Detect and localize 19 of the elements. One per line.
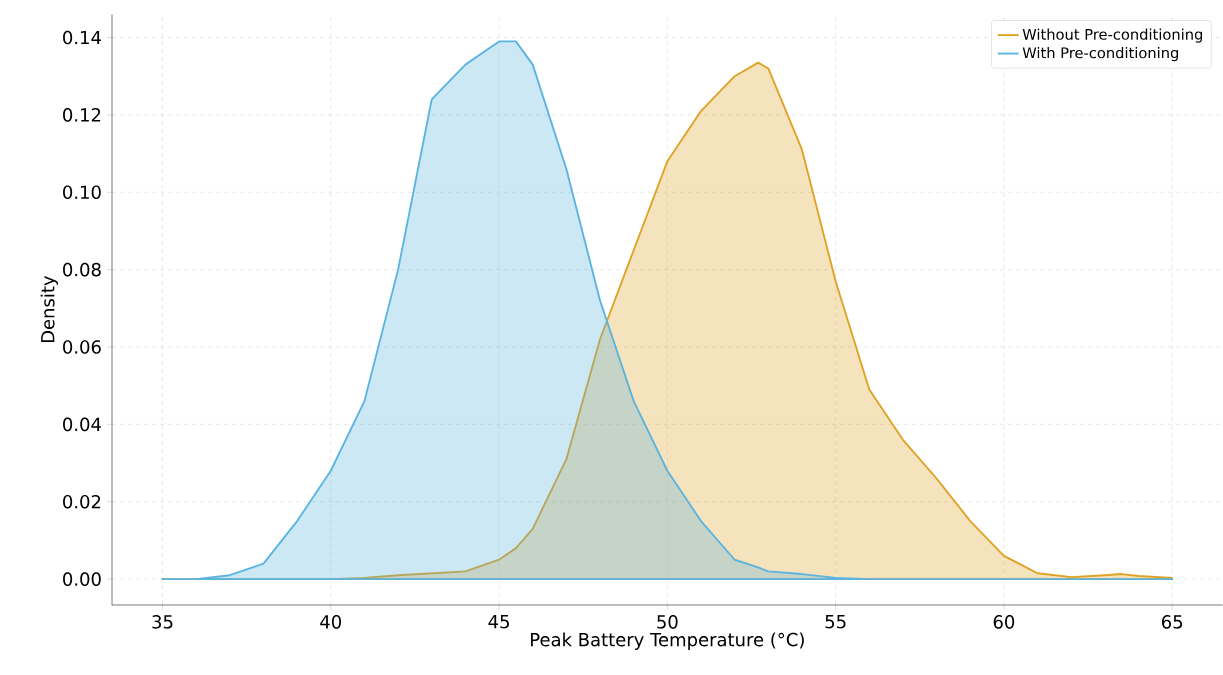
x-tick-label: 65 (1161, 615, 1183, 629)
x-tick-label: 50 (657, 615, 678, 629)
legend-label: Without Pre-conditioning (1022, 28, 1203, 43)
y-tick-label: 0.04 (63, 417, 101, 432)
y-tick-label: 0.14 (63, 30, 101, 45)
x-tick-label: 55 (825, 615, 846, 629)
y-tick-label: 0.12 (63, 108, 101, 122)
y-axis-title: Density (40, 275, 59, 343)
y-tick-label: 0.00 (63, 572, 101, 586)
y-tick-label: 0.06 (63, 340, 101, 354)
x-tick-label: 35 (152, 615, 173, 629)
x-tick-label: 40 (320, 615, 342, 629)
x-tick-label: 45 (488, 615, 509, 629)
legend-label: With Pre-conditioning (1022, 46, 1178, 62)
x-axis-title: Peak Battery Temperature (°C) (531, 632, 804, 650)
y-tick-label: 0.08 (63, 262, 101, 277)
y-tick-label: 0.10 (63, 185, 101, 200)
x-tick-label: 60 (993, 615, 1015, 629)
y-tick-label: 0.02 (63, 494, 101, 509)
